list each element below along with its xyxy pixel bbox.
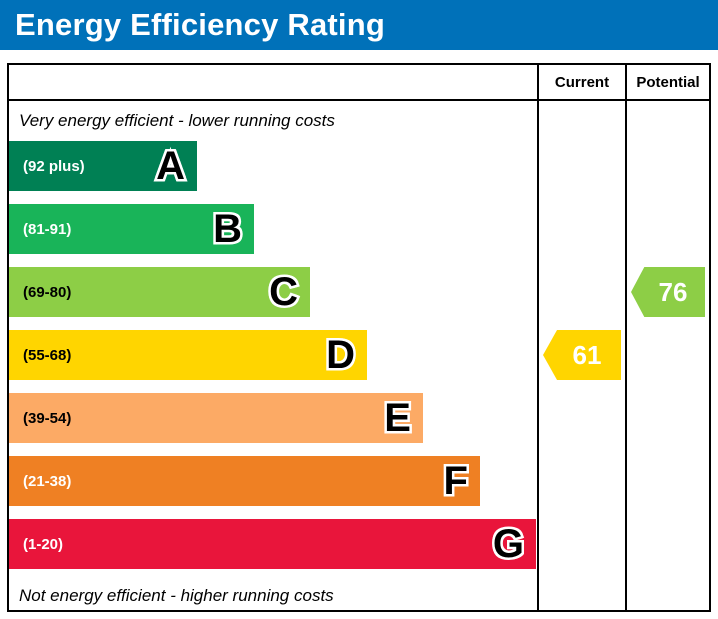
band-range-c: (69-80) bbox=[23, 283, 72, 301]
band-row-g: (1-20) G bbox=[9, 519, 537, 582]
potential-arrow: 76 bbox=[631, 267, 705, 317]
band-letter-c: C bbox=[267, 270, 301, 315]
band-bar-e: (39-54) E bbox=[9, 393, 423, 443]
band-row-a: (92 plus) A bbox=[9, 141, 537, 204]
current-value: 61 bbox=[572, 339, 602, 370]
potential-column-header: Potential bbox=[625, 65, 709, 99]
bottom-note: Not energy efficient - higher running co… bbox=[19, 586, 334, 605]
band-letter-g: G bbox=[490, 522, 526, 567]
band-letter-f: F bbox=[441, 459, 471, 504]
current-column-header: Current bbox=[537, 65, 625, 99]
chart-body: Very energy efficient - lower running co… bbox=[9, 101, 709, 610]
band-range-g: (1-20) bbox=[23, 535, 64, 553]
band-letter-e: E bbox=[382, 396, 414, 441]
chart-header: Current Potential bbox=[9, 65, 709, 101]
band-bar-b: (81-91) B bbox=[9, 204, 254, 254]
bands-column: Very energy efficient - lower running co… bbox=[9, 101, 537, 610]
band-bar-d: (55-68) D bbox=[9, 330, 367, 380]
current-column: 61 bbox=[537, 101, 625, 610]
potential-column: 76 bbox=[625, 101, 709, 610]
band-row-f: (21-38) F bbox=[9, 456, 537, 519]
band-range-f: (21-38) bbox=[23, 472, 72, 490]
band-row-e: (39-54) E bbox=[9, 393, 537, 456]
title-bar: Energy Efficiency Rating bbox=[0, 0, 718, 50]
band-bar-a: (92 plus) A bbox=[9, 141, 197, 191]
band-range-e: (39-54) bbox=[23, 409, 72, 427]
band-range-d: (55-68) bbox=[23, 346, 72, 364]
band-row-b: (81-91) B bbox=[9, 204, 537, 267]
potential-value: 76 bbox=[658, 276, 688, 307]
header-spacer bbox=[9, 65, 537, 99]
energy-efficiency-chart: Current Potential Very energy efficient … bbox=[7, 63, 711, 612]
page-title: Energy Efficiency Rating bbox=[15, 7, 386, 42]
band-range-a: (92 plus) bbox=[23, 157, 85, 175]
band-row-c: (69-80) C bbox=[9, 267, 537, 330]
top-note: Very energy efficient - lower running co… bbox=[19, 111, 335, 130]
band-letter-a: A bbox=[154, 144, 188, 189]
band-bar-c: (69-80) C bbox=[9, 267, 310, 317]
current-arrow: 61 bbox=[543, 330, 621, 380]
band-row-d: (55-68) D bbox=[9, 330, 537, 393]
band-letter-d: D bbox=[324, 333, 358, 378]
band-letter-b: B bbox=[211, 207, 245, 252]
band-range-b: (81-91) bbox=[23, 220, 72, 238]
band-bar-g: (1-20) G bbox=[9, 519, 536, 569]
band-bar-f: (21-38) F bbox=[9, 456, 480, 506]
